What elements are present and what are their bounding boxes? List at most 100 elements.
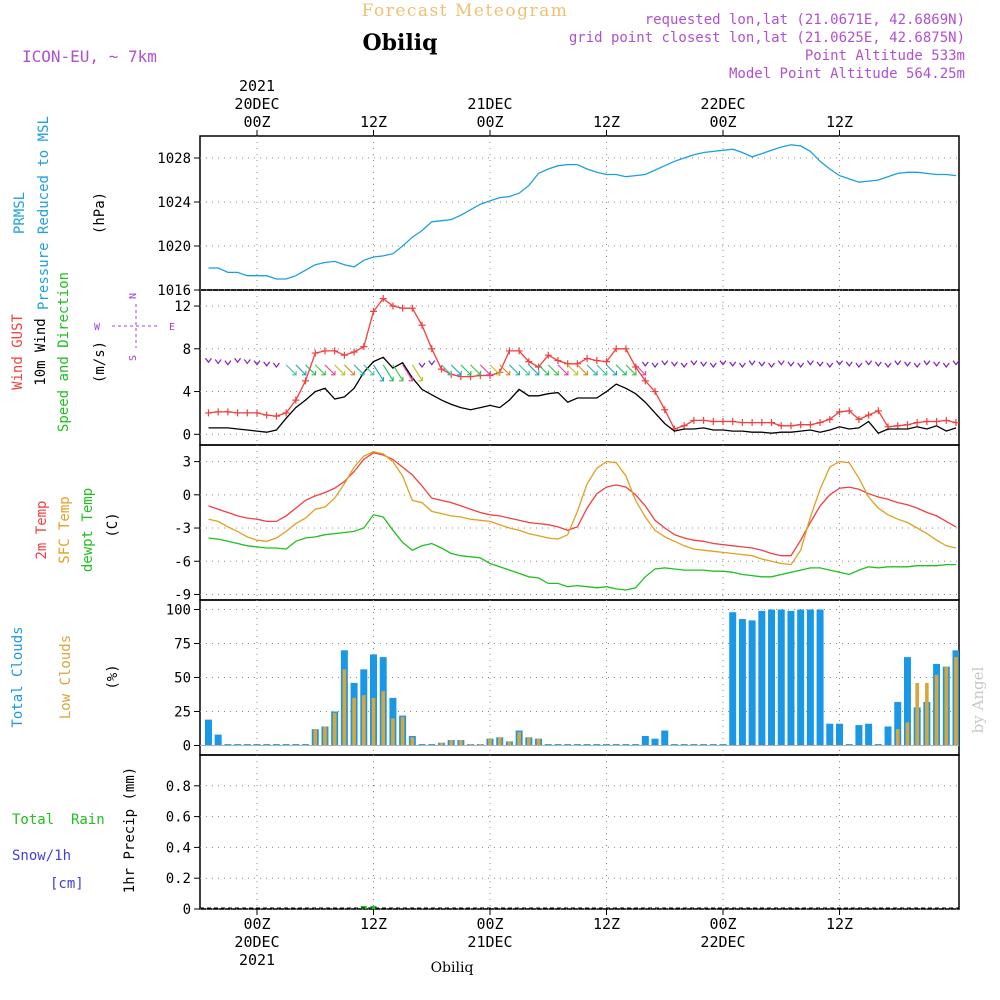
wind-arrow-calm xyxy=(670,361,678,367)
total-cloud-bar xyxy=(729,612,737,746)
wind-arrow-head xyxy=(593,370,598,376)
wind-arrow-calm xyxy=(787,361,795,367)
wind-arrow-head xyxy=(641,370,647,376)
gust-marker xyxy=(651,388,659,396)
gust-marker xyxy=(845,407,853,415)
low-cloud-bar xyxy=(342,669,347,746)
model-point-altitude: Model Point Altitude 564.25m xyxy=(729,66,965,82)
brand-title: Forecast Meteogram xyxy=(362,1,569,21)
temp-label-dewpt: dewpt Temp xyxy=(80,488,96,572)
clouds-label-low: Low Clouds xyxy=(58,635,74,719)
low-cloud-bar xyxy=(954,657,958,746)
gust-marker xyxy=(923,417,931,425)
y-tick-label: -9 xyxy=(174,587,191,603)
wind-arrow-calm xyxy=(845,361,853,367)
wind-arrow-head xyxy=(525,370,530,376)
gust-marker xyxy=(263,411,271,419)
gust-marker xyxy=(622,345,630,353)
compass-west: W xyxy=(94,322,101,333)
y-tick-label: 1016 xyxy=(157,283,191,299)
y-tick-label: 100 xyxy=(166,603,191,619)
wind-arrow-head xyxy=(612,370,618,376)
y-tick-label: 0 xyxy=(183,902,191,918)
gust-marker xyxy=(224,408,232,416)
total-cloud-bar xyxy=(224,744,232,746)
total-cloud-bar xyxy=(573,744,581,746)
total-cloud-bar xyxy=(418,744,426,746)
gust-marker xyxy=(865,411,873,419)
wind-arrow-head xyxy=(398,376,404,382)
time-label-bottom: 00Z xyxy=(709,915,736,933)
total-cloud-bar xyxy=(855,725,863,746)
time-label-bottom: 21DEC xyxy=(467,933,512,951)
total-cloud-bar xyxy=(884,726,892,746)
total-cloud-bar xyxy=(661,730,669,746)
pressure-label-line-1: PRMSL xyxy=(12,192,28,234)
low-cloud-bar xyxy=(925,682,929,746)
total-cloud-bar xyxy=(204,719,212,746)
wind-arrow-calm xyxy=(641,361,649,367)
wind-arrow-calm xyxy=(234,357,242,364)
wind-arrow-head xyxy=(360,370,365,376)
wind-label-10m: 10m Wind xyxy=(33,318,49,385)
gust-marker xyxy=(544,351,552,359)
location-title: Obiliq xyxy=(362,30,437,56)
grid-layer xyxy=(200,136,959,910)
low-cloud-bar xyxy=(332,712,337,746)
precip-label-snow: Snow/1h xyxy=(12,848,71,864)
wind-arrow-calm xyxy=(418,362,426,369)
wind-arrow-calm xyxy=(923,360,931,366)
gust-marker xyxy=(894,422,902,430)
wind-arrow-head xyxy=(340,370,346,376)
low-cloud-bar xyxy=(905,722,910,746)
total-cloud-bar xyxy=(738,619,746,746)
total-cloud-bar xyxy=(836,723,843,746)
wind-arrow-head xyxy=(350,370,355,376)
low-cloud-bar xyxy=(371,697,376,746)
gust-marker xyxy=(661,406,669,414)
wind-arrow-head xyxy=(457,370,462,376)
clouds-side-labels: Total Clouds Low Clouds (%) xyxy=(10,626,121,727)
wind-arrow-head xyxy=(602,370,608,376)
wind-arrow xyxy=(382,364,394,382)
wind-direction-arrows xyxy=(204,357,959,382)
y-tick-label: 0.4 xyxy=(166,840,191,856)
wind-arrow-head xyxy=(534,370,540,376)
time-label-top: 21DEC xyxy=(467,95,512,113)
wind-arrow-head xyxy=(292,370,297,376)
wind-arrow xyxy=(353,364,365,376)
gust-marker xyxy=(874,407,882,415)
wind-arrow-head xyxy=(301,370,307,376)
wind-arrow-head xyxy=(447,370,453,376)
gust-marker xyxy=(700,416,708,424)
wind-arrow-head xyxy=(369,370,375,376)
time-label-top: 00Z xyxy=(476,113,503,131)
series-line xyxy=(208,514,956,591)
wind-arrow xyxy=(547,364,559,376)
compass-east: E xyxy=(169,322,175,333)
low-cloud-bar xyxy=(488,738,492,746)
gust-marker xyxy=(583,354,591,362)
gust-marker xyxy=(292,396,300,404)
cloud-bars xyxy=(200,609,959,746)
gust-marker xyxy=(787,422,795,430)
gust-marker xyxy=(855,415,863,423)
gust-marker xyxy=(573,360,581,368)
wind-arrow-head xyxy=(379,376,385,382)
gust-marker xyxy=(204,409,212,417)
wind-arrow-calm xyxy=(913,362,921,369)
low-cloud-bar xyxy=(410,737,415,746)
total-cloud-bar xyxy=(603,744,610,746)
total-cloud-bar xyxy=(243,744,251,746)
low-cloud-bar xyxy=(507,741,512,746)
wind-arrow xyxy=(334,364,346,376)
total-cloud-bar xyxy=(777,609,785,746)
point-altitude: Point Altitude 533m xyxy=(805,48,965,64)
total-cloud-bar xyxy=(768,609,776,746)
wind-arrow-head xyxy=(631,370,637,376)
precip-bars xyxy=(200,905,959,909)
gust-marker xyxy=(379,295,387,303)
wind-arrow-head xyxy=(505,370,511,376)
wind-arrow-head xyxy=(544,370,550,376)
temp-label-2m: 2m Temp xyxy=(34,500,50,559)
